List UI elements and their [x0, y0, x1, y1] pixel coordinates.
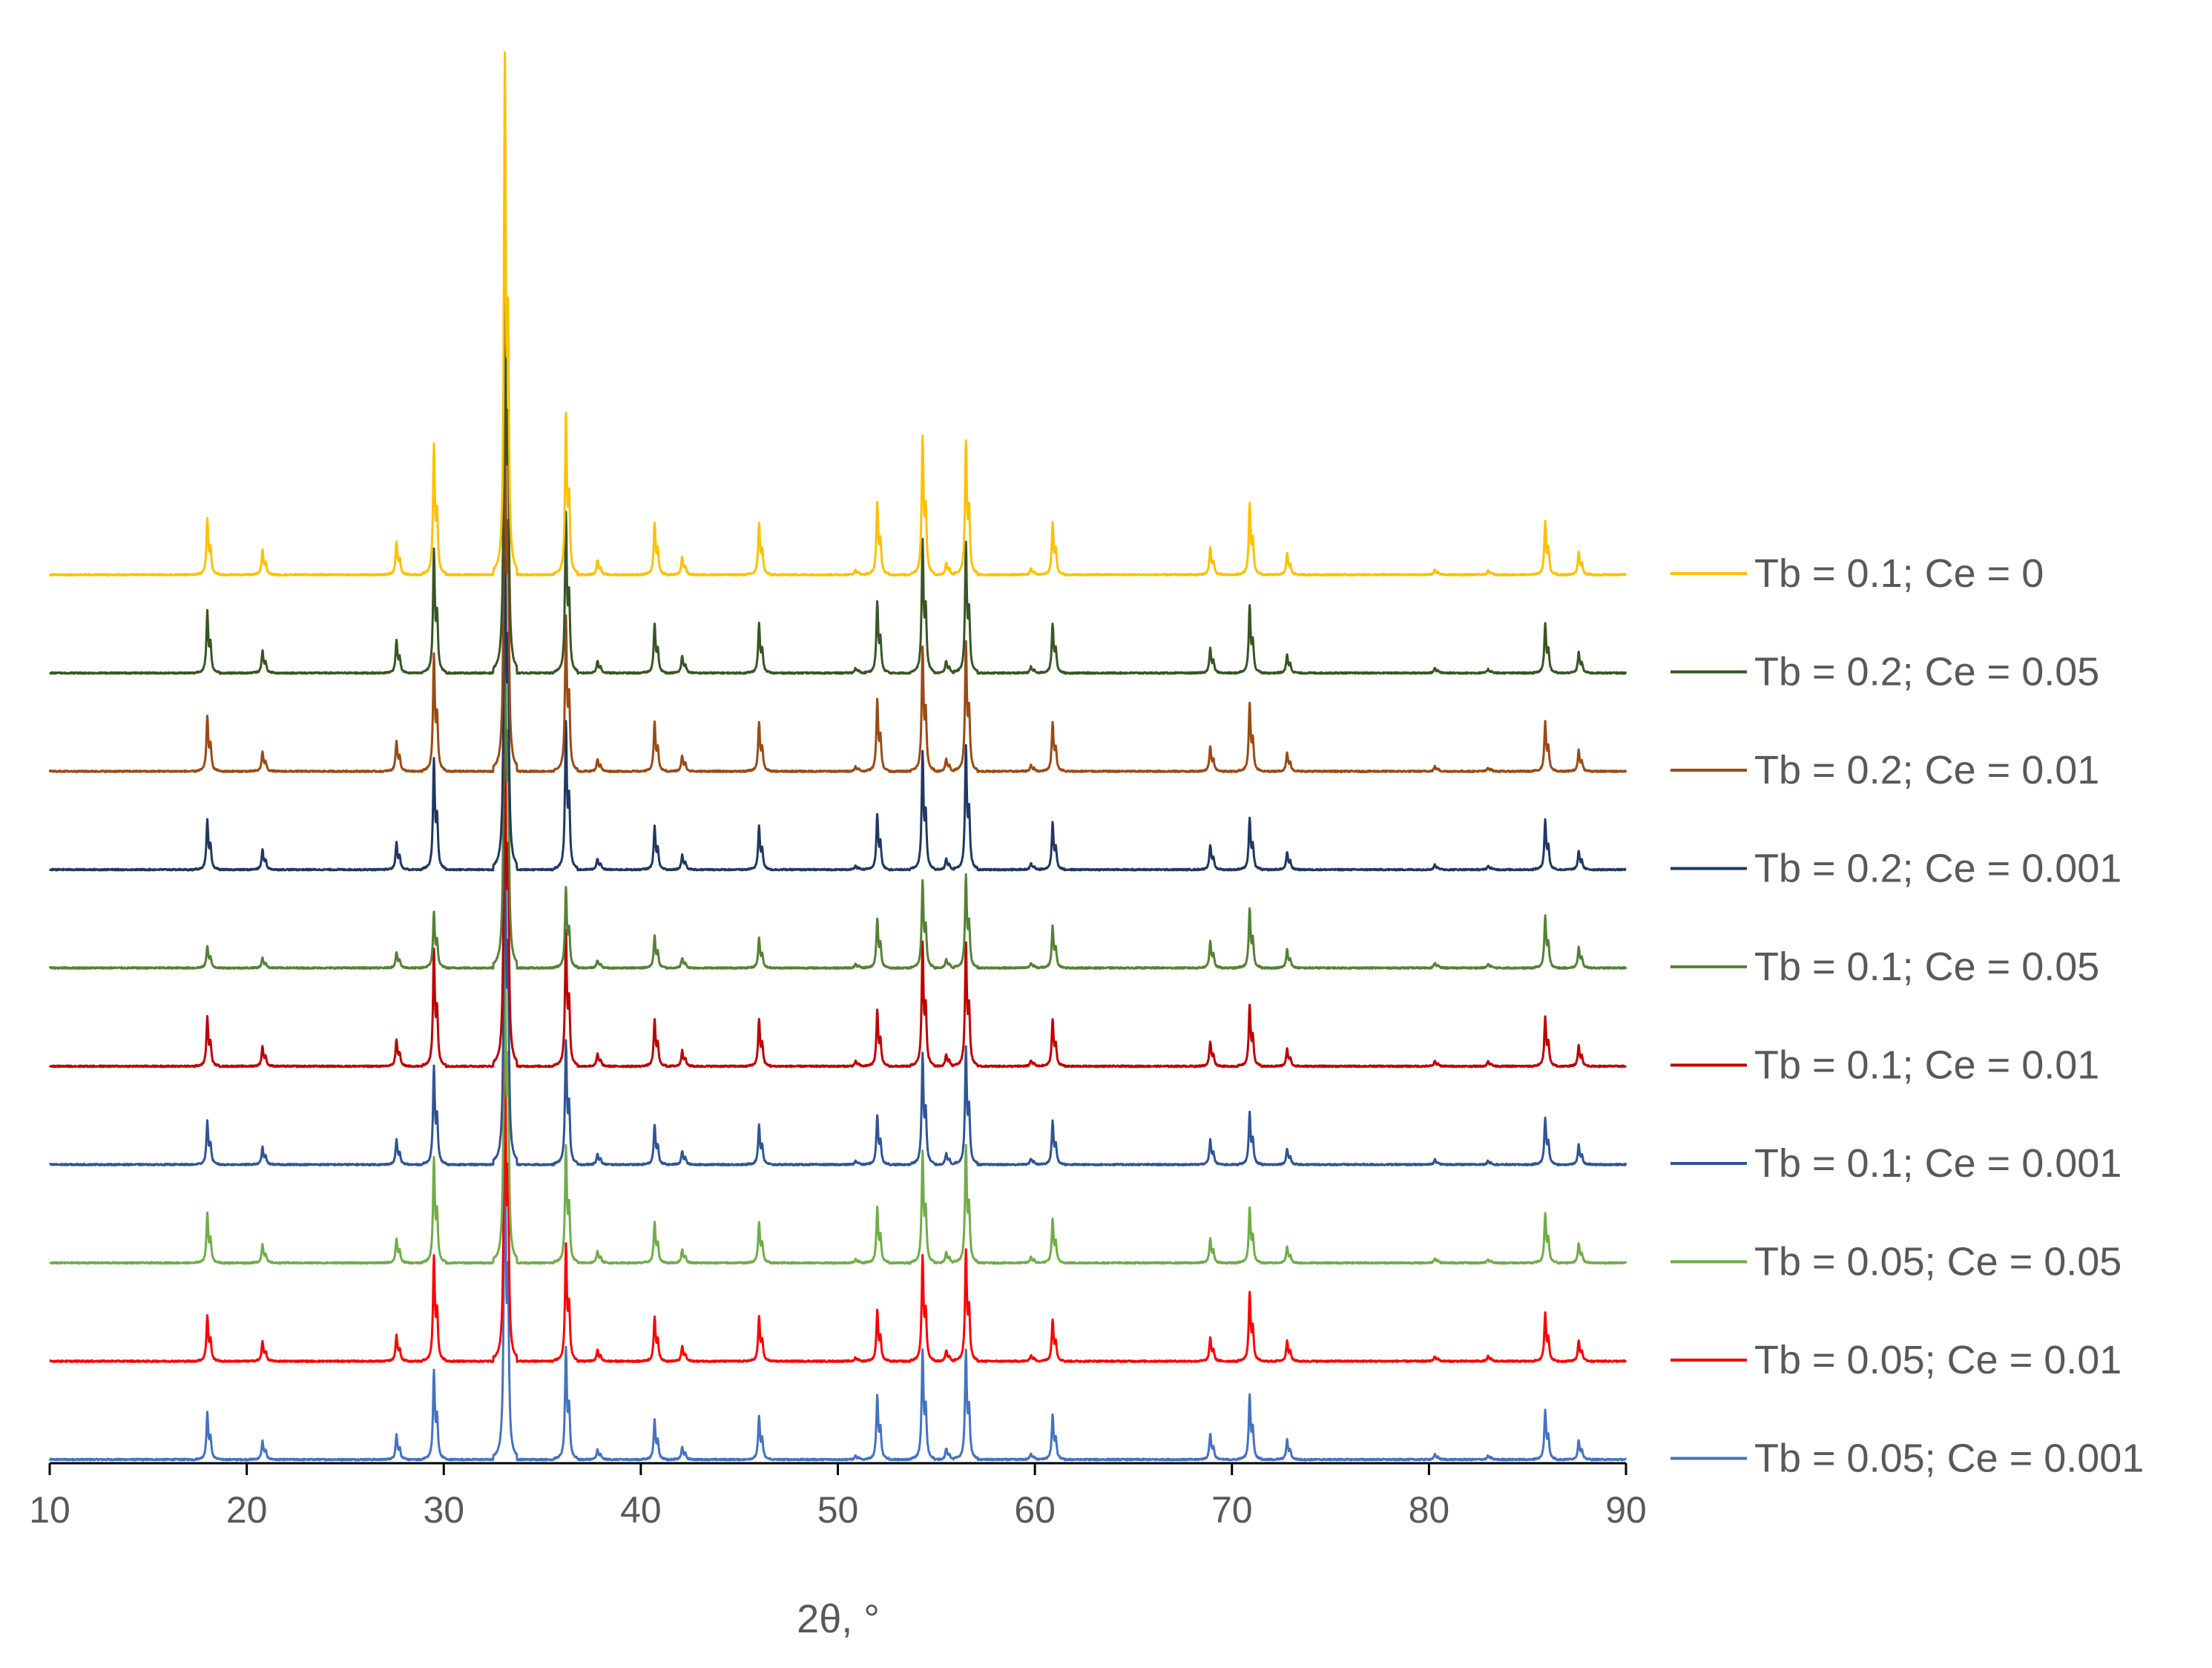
legend-label-1: Tb = 0.1; Ce = 0: [1754, 551, 2044, 596]
series-line-7: [48, 741, 1627, 1166]
legend-label-6: Tb = 0.1; Ce = 0.01: [1754, 1043, 2099, 1088]
x-tick-label-70: 70: [1211, 1489, 1253, 1531]
series-line-9: [49, 986, 1627, 1363]
x-axis-title: 2θ, °: [797, 1597, 880, 1641]
series-line-5: [48, 519, 1627, 970]
series-line-3: [48, 297, 1627, 773]
series-layer: [48, 51, 1627, 1462]
legend-item-6: Tb = 0.1; Ce = 0.01: [1670, 1043, 2099, 1088]
legend-item-2: Tb = 0.2; Ce = 0.05: [1670, 650, 2099, 695]
x-tick-label-40: 40: [620, 1489, 662, 1531]
legend-item-8: Tb = 0.05; Ce = 0.05: [1670, 1240, 2122, 1284]
legend: Tb = 0.1; Ce = 0 Tb = 0.2; Ce = 0.05 Tb = …: [1670, 551, 2144, 1481]
legend-label-5: Tb = 0.1; Ce = 0.05: [1754, 945, 2099, 989]
legend-item-4: Tb = 0.2; Ce = 0.001: [1670, 847, 2122, 891]
series-line-10: [48, 1085, 1627, 1462]
legend-label-2: Tb = 0.2; Ce = 0.05: [1754, 650, 2099, 695]
x-tick-label-90: 90: [1605, 1489, 1647, 1531]
legend-item-7: Tb = 0.1; Ce = 0.001: [1670, 1141, 2122, 1186]
series-line-2: [49, 174, 1627, 675]
legend-label-10: Tb = 0.05; Ce = 0.001: [1754, 1436, 2144, 1481]
series-line-1: [48, 51, 1627, 577]
legend-label-7: Tb = 0.1; Ce = 0.001: [1754, 1141, 2122, 1186]
legend-item-5: Tb = 0.1; Ce = 0.05: [1670, 945, 2099, 989]
x-tick-label-30: 30: [423, 1489, 464, 1531]
x-axis: 10 20 30 40 50 60 70 80 90: [29, 1462, 1647, 1531]
legend-label-8: Tb = 0.05; Ce = 0.05: [1754, 1240, 2122, 1284]
series-line-6: [48, 643, 1627, 1068]
legend-label-4: Tb = 0.2; Ce = 0.001: [1754, 847, 2122, 891]
legend-item-10: Tb = 0.05; Ce = 0.001: [1670, 1436, 2144, 1481]
series-line-4: [48, 421, 1627, 872]
x-tick-label-80: 80: [1409, 1489, 1450, 1531]
x-tick-label-60: 60: [1014, 1489, 1056, 1531]
x-tick-label-20: 20: [226, 1489, 268, 1531]
legend-item-3: Tb = 0.2; Ce = 0.01: [1670, 748, 2099, 792]
legend-item-9: Tb = 0.05; Ce = 0.01: [1670, 1338, 2122, 1382]
x-tick-label-50: 50: [817, 1489, 859, 1531]
x-tick-label-10: 10: [29, 1489, 70, 1531]
legend-label-9: Tb = 0.05; Ce = 0.01: [1754, 1338, 2122, 1382]
series-line-8: [49, 863, 1627, 1265]
legend-item-1: Tb = 0.1; Ce = 0: [1670, 551, 2044, 596]
legend-label-3: Tb = 0.2; Ce = 0.01: [1754, 748, 2099, 792]
